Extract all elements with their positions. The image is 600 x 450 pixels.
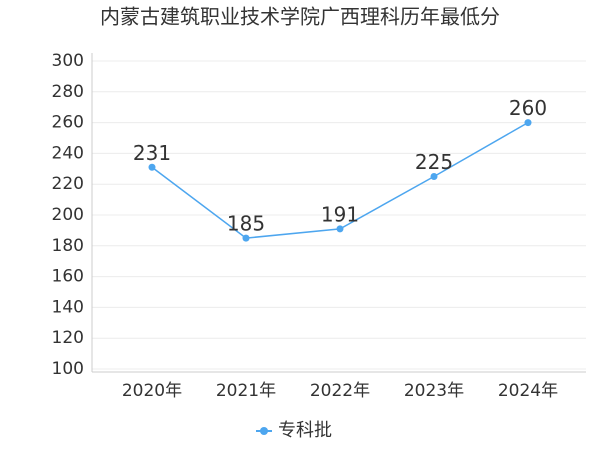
point [524, 119, 532, 127]
point [242, 234, 250, 242]
legend-marker [260, 427, 268, 435]
x-tick-label: 2024年 [498, 381, 558, 401]
x-tick-label: 2023年 [404, 381, 464, 401]
data-label: 185 [227, 212, 265, 236]
y-tick-label: 100 [52, 359, 84, 379]
point [430, 173, 438, 180]
y-tick-label: 140 [52, 297, 84, 317]
point [336, 225, 344, 233]
y-tick-label: 200 [52, 205, 84, 225]
y-tick-label: 220 [52, 174, 84, 194]
point [148, 163, 156, 171]
data-label: 191 [321, 202, 359, 226]
y-tick-label: 260 [52, 113, 84, 133]
y-tick-label: 160 [52, 267, 84, 287]
legend-label: 专科批 [278, 420, 332, 441]
y-tick-label: 280 [52, 82, 84, 102]
y-tick-label: 240 [52, 143, 84, 163]
data-label: 260 [509, 96, 547, 120]
chart-title: 内蒙古建筑职业技术学院广西理科历年最低分 [100, 5, 500, 29]
data-label: 225 [415, 150, 453, 174]
y-tick-label: 300 [52, 51, 84, 71]
data-label: 231 [133, 141, 171, 165]
y-tick-label: 120 [52, 328, 84, 348]
y-tick-label: 180 [52, 236, 84, 256]
x-tick-label: 2022年 [310, 381, 370, 401]
x-tick-label: 2021年 [216, 381, 276, 401]
x-tick-label: 2020年 [122, 381, 182, 401]
